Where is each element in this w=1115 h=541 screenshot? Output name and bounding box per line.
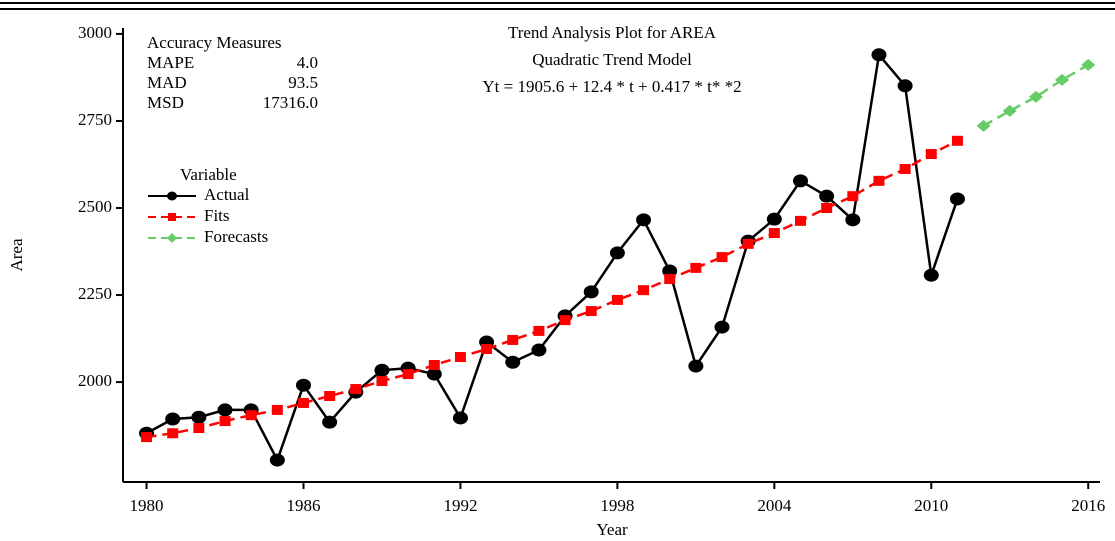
point bbox=[716, 252, 728, 263]
point bbox=[847, 191, 859, 202]
point bbox=[1002, 104, 1017, 117]
point bbox=[245, 410, 257, 421]
point bbox=[871, 48, 887, 62]
point bbox=[219, 416, 231, 427]
point bbox=[583, 285, 599, 299]
x-tick-label: 1980 bbox=[130, 496, 164, 515]
y-axis-label: Area bbox=[7, 238, 26, 271]
point bbox=[402, 369, 414, 380]
point bbox=[792, 174, 808, 188]
point bbox=[191, 410, 207, 424]
point bbox=[533, 325, 545, 336]
title-line: Yt = 1905.6 + 12.4 * t + 0.417 * t* *2 bbox=[482, 77, 741, 96]
x-tick-label: 1986 bbox=[286, 496, 320, 515]
point bbox=[505, 355, 521, 369]
point bbox=[1055, 73, 1070, 86]
accuracy-title: Accuracy Measures bbox=[147, 33, 282, 52]
point bbox=[925, 149, 937, 160]
title-line: Quadratic Trend Model bbox=[532, 50, 692, 69]
point bbox=[949, 192, 965, 206]
point bbox=[452, 411, 468, 425]
point bbox=[899, 164, 911, 175]
point bbox=[585, 306, 597, 317]
point bbox=[845, 213, 861, 227]
point bbox=[271, 404, 283, 415]
point bbox=[322, 415, 338, 429]
series-line bbox=[145, 51, 959, 464]
point bbox=[141, 432, 153, 443]
point bbox=[1081, 58, 1096, 71]
point bbox=[742, 238, 754, 249]
point bbox=[481, 344, 493, 355]
point bbox=[217, 403, 233, 417]
point bbox=[454, 352, 466, 363]
point bbox=[531, 343, 547, 357]
legend-label: Forecasts bbox=[204, 227, 268, 246]
point bbox=[193, 423, 205, 434]
point bbox=[976, 119, 991, 132]
point bbox=[664, 274, 676, 285]
accuracy-value: 4.0 bbox=[297, 53, 318, 72]
point bbox=[611, 294, 623, 305]
point bbox=[690, 262, 702, 273]
x-axis-label: Year bbox=[596, 520, 628, 539]
y-tick-label: 2750 bbox=[78, 110, 112, 129]
point bbox=[426, 367, 442, 381]
y-tick-label: 2500 bbox=[78, 197, 112, 216]
accuracy-value: 17316.0 bbox=[263, 93, 318, 112]
x-tick-label: 2016 bbox=[1071, 496, 1105, 515]
accuracy-value: 93.5 bbox=[288, 73, 318, 92]
point bbox=[951, 135, 963, 146]
point bbox=[376, 376, 388, 387]
legend-marker bbox=[167, 233, 177, 243]
point bbox=[638, 285, 650, 296]
title-line: Trend Analysis Plot for AREA bbox=[508, 23, 717, 42]
point bbox=[609, 246, 625, 260]
point bbox=[768, 228, 780, 239]
x-tick-label: 1998 bbox=[600, 496, 634, 515]
legend-marker bbox=[168, 213, 176, 221]
accuracy-name: MAD bbox=[147, 73, 187, 92]
legend-label: Actual bbox=[204, 185, 250, 204]
point bbox=[794, 215, 806, 226]
point bbox=[559, 315, 571, 326]
y-tick-label: 2250 bbox=[78, 284, 112, 303]
point bbox=[167, 428, 179, 439]
point bbox=[165, 412, 181, 426]
point bbox=[688, 359, 704, 373]
point bbox=[714, 320, 730, 334]
point bbox=[350, 384, 362, 395]
legend-label: Fits bbox=[204, 206, 230, 225]
y-tick-label: 3000 bbox=[78, 23, 112, 42]
point bbox=[324, 391, 336, 402]
series-line bbox=[146, 139, 959, 439]
point bbox=[821, 202, 833, 213]
point bbox=[636, 213, 652, 227]
series-line bbox=[982, 63, 1089, 127]
point bbox=[269, 453, 285, 467]
point bbox=[923, 268, 939, 282]
point bbox=[873, 175, 885, 186]
accuracy-name: MAPE bbox=[147, 53, 194, 72]
x-tick-label: 1992 bbox=[443, 496, 477, 515]
legend-marker bbox=[167, 191, 177, 201]
accuracy-name: MSD bbox=[147, 93, 184, 112]
y-tick-label: 2000 bbox=[78, 371, 112, 390]
x-tick-label: 2004 bbox=[757, 496, 792, 515]
point bbox=[766, 212, 782, 226]
point bbox=[374, 363, 390, 377]
point bbox=[897, 79, 913, 93]
point bbox=[428, 360, 440, 371]
point bbox=[297, 397, 309, 408]
point bbox=[819, 189, 835, 203]
legend-title: Variable bbox=[180, 165, 237, 184]
point bbox=[507, 334, 519, 345]
point bbox=[295, 378, 311, 392]
x-tick-label: 2010 bbox=[914, 496, 948, 515]
point bbox=[1028, 90, 1043, 103]
